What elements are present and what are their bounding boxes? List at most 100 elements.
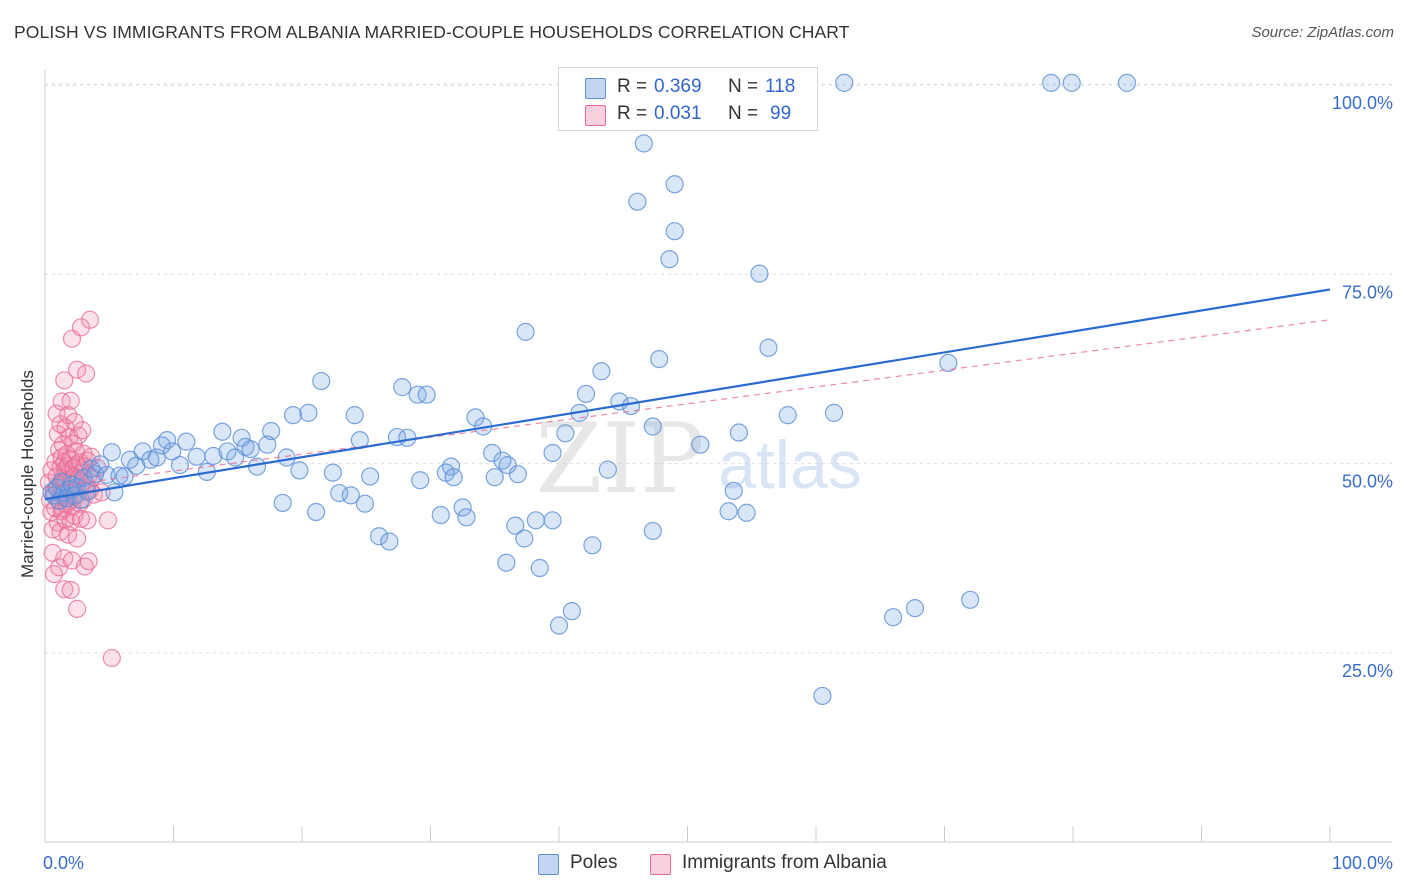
data-point-poles <box>380 532 399 551</box>
data-point-poles <box>355 494 375 513</box>
legend-swatch-poles <box>585 78 606 99</box>
data-point-poles <box>759 338 778 357</box>
legend-swatch-albania <box>650 854 671 875</box>
data-point-poles <box>530 558 549 578</box>
data-point-poles <box>102 443 121 462</box>
trendline-poles <box>44 288 1331 501</box>
data-point-poles <box>691 435 710 454</box>
legend-swatch-poles <box>538 854 559 875</box>
data-point-poles <box>592 362 611 381</box>
data-point-poles <box>323 463 342 482</box>
data-point-poles <box>650 350 669 369</box>
data-point-poles <box>724 481 743 500</box>
data-point-poles <box>152 436 172 455</box>
y-tick-label: 50.0% <box>1342 472 1393 492</box>
chart-title: POLISH VS IMMIGRANTS FROM ALBANIA MARRIE… <box>14 22 850 42</box>
data-point-poles <box>177 432 196 451</box>
data-point-albania <box>102 648 121 668</box>
data-point-poles <box>307 502 326 522</box>
data-point-albania <box>68 360 87 379</box>
data-point-albania <box>68 599 87 618</box>
data-point-albania <box>55 371 74 390</box>
data-point-poles <box>508 465 527 484</box>
data-point-poles <box>835 73 854 92</box>
data-point-poles <box>157 431 177 450</box>
data-point-poles <box>258 435 277 454</box>
data-point-albania <box>78 511 97 530</box>
data-point-poles <box>485 468 504 487</box>
legend-swatch-albania <box>585 105 606 126</box>
legend-n-label: N = <box>728 76 759 97</box>
x-tick-label: 0.0% <box>43 853 84 873</box>
data-point-albania <box>77 364 96 383</box>
data-point-poles <box>543 443 562 463</box>
data-point-poles <box>262 421 281 441</box>
data-point-poles <box>750 264 769 283</box>
data-point-poles <box>576 384 596 404</box>
data-point-poles <box>665 222 684 241</box>
axis-layer <box>44 70 1392 843</box>
data-point-albania <box>59 406 78 425</box>
data-point-poles <box>170 455 190 475</box>
data-point-poles <box>813 686 832 706</box>
grid-layer <box>45 83 1392 654</box>
data-point-poles <box>441 457 461 476</box>
data-point-albania <box>55 580 74 599</box>
data-point-poles <box>393 378 412 397</box>
data-point-poles <box>91 455 110 474</box>
data-point-poles <box>583 536 602 555</box>
data-point-albania <box>79 552 98 571</box>
data-point-poles <box>187 447 206 466</box>
data-point-poles <box>824 403 844 422</box>
trendline-albania <box>44 319 1331 489</box>
data-point-poles <box>549 616 569 635</box>
data-point-poles <box>729 423 749 442</box>
legend-r-value: 0.369 <box>654 76 702 97</box>
data-point-poles <box>665 175 684 194</box>
data-point-poles <box>398 428 417 447</box>
data-point-poles <box>1062 73 1081 92</box>
legend-n-value: 99 <box>770 103 792 124</box>
data-point-poles <box>939 353 958 373</box>
legend-r-label: R = <box>617 76 648 97</box>
data-point-poles <box>163 442 182 461</box>
x-tick-label: 100.0% <box>1332 853 1393 873</box>
data-point-poles <box>634 134 653 153</box>
trend-layer <box>44 288 1331 501</box>
data-point-poles <box>361 467 380 486</box>
data-point-poles <box>241 440 260 459</box>
legend-label-poles: Poles <box>570 852 618 873</box>
data-point-poles <box>961 590 980 609</box>
data-point-poles <box>562 602 581 621</box>
data-point-poles <box>74 468 93 488</box>
data-point-poles <box>466 408 485 427</box>
data-point-poles <box>411 471 430 490</box>
watermark-zip: ZIP <box>535 403 704 515</box>
data-point-albania <box>61 391 80 410</box>
data-point-albania <box>68 529 87 548</box>
data-point-poles <box>283 406 303 425</box>
data-point-poles <box>526 511 545 530</box>
data-point-poles <box>515 529 534 548</box>
data-point-albania <box>71 509 91 528</box>
data-point-poles <box>312 371 331 391</box>
data-point-albania <box>80 310 100 329</box>
data-point-poles <box>556 424 575 443</box>
data-point-poles <box>483 443 502 463</box>
data-point-poles <box>453 498 472 517</box>
data-point-poles <box>273 493 292 513</box>
data-point-poles <box>341 486 360 505</box>
y-axis-title: Married-couple Households <box>18 370 37 578</box>
data-point-poles <box>1117 73 1137 92</box>
legend-r-value: 0.031 <box>654 103 702 124</box>
data-point-poles <box>277 448 296 467</box>
data-point-albania <box>98 511 118 530</box>
y-tick-label: 25.0% <box>1342 661 1393 681</box>
data-point-poles <box>737 503 756 522</box>
data-point-poles <box>213 422 232 441</box>
y-tick-label: 100.0% <box>1332 93 1393 113</box>
data-point-poles <box>628 192 647 211</box>
data-point-poles <box>598 460 617 479</box>
stats-legend: R = 0.369 N = 118 R = 0.031 N = 99 <box>558 67 818 131</box>
data-point-poles <box>345 406 364 425</box>
